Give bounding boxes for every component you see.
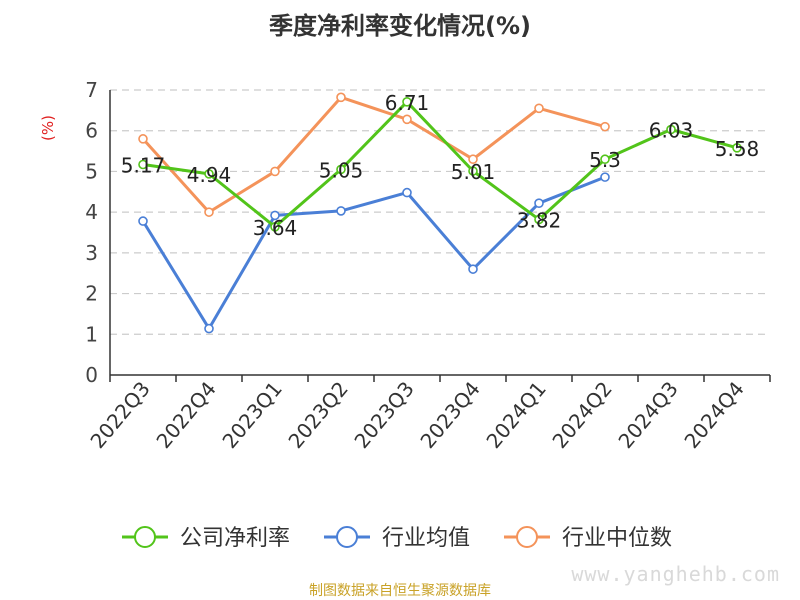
data-labels: 5.17 4.94 3.64 5.05 6.71 5.01 3.82 5.3 6.03 5.58 xyxy=(121,91,760,240)
data-label: 6.71 xyxy=(385,91,430,115)
data-point xyxy=(600,121,610,132)
data-point xyxy=(732,143,742,153)
legend-marker xyxy=(516,526,538,548)
data-point xyxy=(138,159,148,170)
x-tick-label: 2023Q3 xyxy=(349,377,418,453)
x-tick-label: 2022Q3 xyxy=(85,377,154,453)
data-point xyxy=(138,134,148,144)
data-label: 5.01 xyxy=(451,160,496,184)
series-line xyxy=(142,100,738,229)
watermark: www.yanghehb.com xyxy=(571,562,780,586)
data-point xyxy=(270,166,280,177)
x-tick-label: 2023Q4 xyxy=(415,377,484,453)
data-point xyxy=(336,206,346,216)
x-tick-label: 2024Q2 xyxy=(547,377,616,453)
x-tick-label: 2022Q4 xyxy=(151,377,220,453)
data-point xyxy=(600,172,610,182)
y-tick-label: 7 xyxy=(85,78,98,102)
data-point xyxy=(138,216,148,226)
y-tick-label: 1 xyxy=(85,322,98,346)
data-point xyxy=(204,207,214,217)
y-tick-label: 2 xyxy=(85,282,98,306)
legend: 公司净利率 行业均值 行业中位数 xyxy=(122,526,672,551)
x-tick-label: 2024Q3 xyxy=(613,377,682,453)
legend-label: 公司净利率 xyxy=(180,526,290,551)
legend-marker xyxy=(336,526,358,548)
y-tick-label: 0 xyxy=(85,363,98,387)
data-point xyxy=(402,97,412,107)
y-tick-label: 4 xyxy=(85,200,98,224)
data-point xyxy=(270,222,280,232)
y-tick-label: 6 xyxy=(85,119,98,143)
data-label: 5.05 xyxy=(319,158,364,182)
data-point xyxy=(468,154,478,165)
x-tick-label: 2024Q1 xyxy=(481,377,550,453)
data-label: 3.82 xyxy=(517,208,562,232)
y-axis-label: (%) xyxy=(39,115,57,141)
data-point xyxy=(204,169,214,179)
series-lines xyxy=(138,92,742,334)
x-tick-label: 2023Q2 xyxy=(283,377,352,453)
y-tick-label: 5 xyxy=(85,159,98,183)
data-point xyxy=(402,187,412,198)
series-line xyxy=(141,175,606,331)
series-line xyxy=(141,95,606,214)
legend-label: 行业中位数 xyxy=(562,526,672,551)
data-point xyxy=(468,264,478,274)
legend-marker xyxy=(134,526,156,548)
data-point xyxy=(270,210,280,221)
data-label: 6.03 xyxy=(649,118,694,142)
data-source: 制图数据来自恒生聚源数据库 xyxy=(309,583,491,599)
x-tick-label: 2024Q4 xyxy=(679,377,748,453)
data-point xyxy=(336,164,346,175)
chart-title: 季度净利率变化情况(%) xyxy=(269,12,531,40)
legend-label: 行业均值 xyxy=(382,526,470,551)
data-label: 5.17 xyxy=(121,154,166,178)
data-label: 3.64 xyxy=(253,216,298,240)
data-point xyxy=(534,103,544,114)
data-point xyxy=(468,166,478,176)
data-point xyxy=(204,323,214,334)
data-point xyxy=(336,92,346,103)
data-point xyxy=(402,114,412,125)
data-label: 5.3 xyxy=(589,148,621,172)
grid xyxy=(110,89,770,335)
data-point xyxy=(534,214,544,225)
data-point xyxy=(600,154,610,165)
data-label: 4.94 xyxy=(187,163,232,187)
data-point xyxy=(666,124,676,135)
y-tick-label: 3 xyxy=(85,241,98,265)
data-label: 5.58 xyxy=(715,137,760,161)
x-tick-label: 2023Q1 xyxy=(217,377,286,453)
data-point xyxy=(534,198,544,208)
